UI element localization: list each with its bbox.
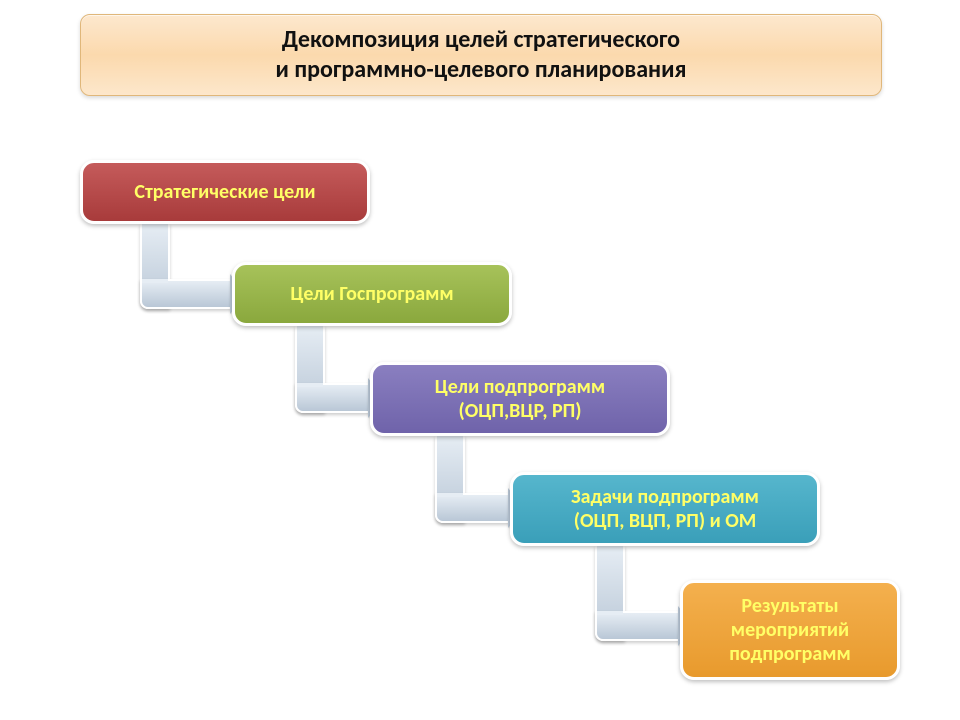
flow-node-n3: Цели подпрограмм(ОЦП,ВЦР, РП) [370, 362, 670, 436]
flow-node-label: Цели подпрограмм(ОЦП,ВЦР, РП) [435, 375, 605, 423]
connector-horizontal [435, 493, 510, 523]
flow-node-label: Результатымероприятийподпрограмм [729, 594, 850, 666]
flow-node-n1: Стратегические цели [80, 160, 370, 224]
flow-node-label: Цели Госпрограмм [290, 282, 453, 306]
connector-joint [297, 383, 323, 387]
flow-node-n5: Результатымероприятийподпрограмм [680, 580, 900, 680]
connector-horizontal [140, 279, 232, 309]
connector-joint [597, 611, 623, 615]
flow-node-n4: Задачи подпрограмм(ОЦП, ВЦП, РП) и ОМ [510, 472, 820, 546]
slide-title-text: Декомпозиция целей стратегическогои прог… [276, 25, 687, 85]
flow-node-label: Задачи подпрограмм(ОЦП, ВЦП, РП) и ОМ [571, 485, 759, 533]
flow-node-n2: Цели Госпрограмм [232, 262, 512, 326]
connector-horizontal [295, 383, 370, 413]
connector-joint [142, 279, 168, 283]
connector-horizontal [595, 611, 680, 641]
slide: Декомпозиция целей стратегическогои прог… [0, 0, 960, 720]
flow-node-label: Стратегические цели [134, 180, 315, 204]
connector-joint [437, 493, 463, 497]
slide-title: Декомпозиция целей стратегическогои прог… [80, 14, 882, 96]
